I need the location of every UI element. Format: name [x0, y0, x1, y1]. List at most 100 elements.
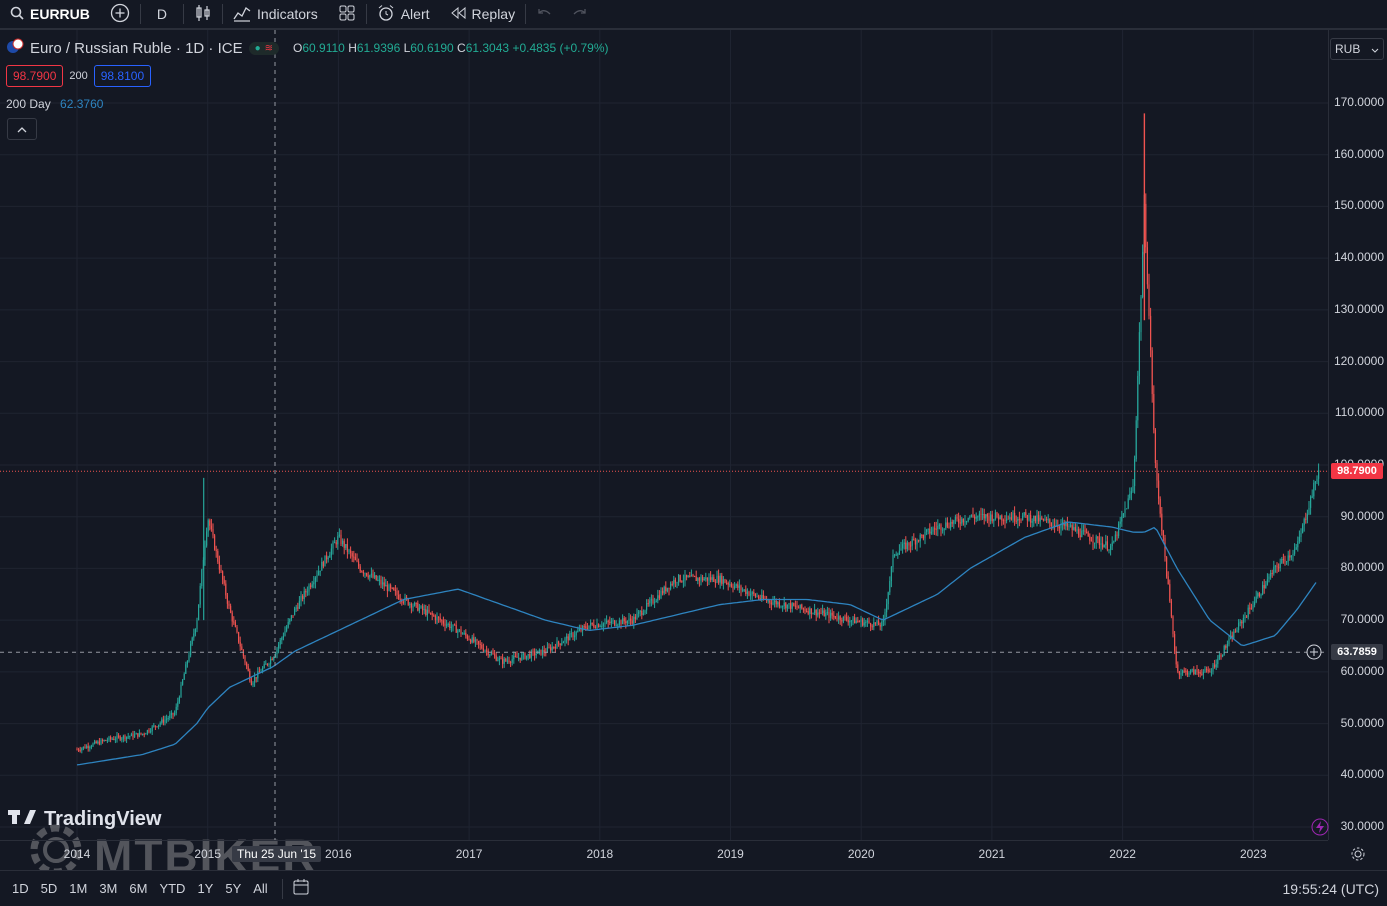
- candle-body: [612, 620, 614, 622]
- candle-body: [570, 633, 572, 635]
- chart-type-button[interactable]: [184, 0, 222, 28]
- candle-body: [743, 589, 745, 591]
- symbol-title[interactable]: Euro / Russian Ruble · 1D · ICE: [30, 39, 243, 57]
- ma-legend[interactable]: 200 Day 62.3760: [6, 97, 103, 111]
- candle-body: [1066, 522, 1068, 527]
- candle-body: [1250, 608, 1252, 610]
- candle-body: [583, 626, 585, 628]
- candle-body: [958, 518, 960, 523]
- candle-body: [556, 641, 558, 649]
- candle-body: [825, 612, 827, 617]
- range-button-3m[interactable]: 3M: [99, 881, 118, 896]
- candle-body: [1183, 670, 1185, 672]
- chart-pane[interactable]: [0, 30, 1328, 868]
- lightning-button[interactable]: [1311, 818, 1329, 836]
- candle-body: [858, 621, 860, 623]
- candle-body: [313, 582, 315, 585]
- date-range-button[interactable]: [291, 878, 311, 899]
- candle-body: [446, 624, 448, 626]
- candle-body: [1159, 498, 1161, 514]
- candle-body: [889, 581, 891, 593]
- candle-body: [884, 612, 886, 620]
- replay-button[interactable]: Replay: [440, 0, 526, 28]
- price-tick-label: 50.0000: [1340, 715, 1384, 730]
- range-button-6m[interactable]: 6M: [129, 881, 148, 896]
- buy-price[interactable]: 98.8100: [93, 65, 152, 87]
- time-tick-label: 2015: [194, 847, 222, 861]
- add-alert-plus-button[interactable]: [1306, 644, 1322, 660]
- candle-body: [434, 616, 436, 621]
- candle-body: [610, 621, 612, 624]
- symbol-search[interactable]: EURRUB: [0, 0, 100, 28]
- range-button-5y[interactable]: 5Y: [225, 881, 242, 896]
- price-axis[interactable]: 170.0000 160.0000 150.0000 140.0000 130.0000…: [1328, 30, 1387, 840]
- compare-button[interactable]: [100, 0, 140, 28]
- candle-body: [1132, 486, 1134, 492]
- candle-body: [983, 513, 985, 519]
- time-tick-label: 2014: [63, 847, 91, 861]
- candle-body: [414, 602, 416, 606]
- interval-button[interactable]: D: [141, 0, 183, 28]
- collapse-legend-button[interactable]: [7, 118, 37, 140]
- candle-body: [484, 650, 486, 652]
- currency-selector[interactable]: RUB: [1330, 38, 1384, 60]
- candle-body: [94, 741, 96, 744]
- candle-body: [465, 632, 467, 636]
- utc-clock[interactable]: 19:55:24 (UTC): [1282, 880, 1379, 897]
- interval-label: D: [156, 6, 168, 22]
- candle-body: [993, 518, 995, 522]
- candle-body: [353, 556, 355, 558]
- alert-button[interactable]: Alert: [367, 0, 440, 28]
- axis-settings-button[interactable]: [1350, 846, 1366, 867]
- candle-body: [694, 576, 696, 578]
- candle-body: [188, 655, 190, 662]
- redo-button[interactable]: [562, 0, 598, 28]
- market-status-badge[interactable]: ● ≋: [248, 41, 280, 55]
- candle-body: [1012, 512, 1014, 520]
- layouts-button[interactable]: [328, 0, 366, 28]
- candle-body: [626, 620, 628, 624]
- candle-body: [676, 582, 678, 584]
- range-button-1m[interactable]: 1M: [69, 881, 88, 896]
- candle-body: [503, 658, 505, 664]
- candle-body: [385, 585, 387, 587]
- sell-price[interactable]: 98.7900: [6, 65, 64, 87]
- candle-body: [690, 574, 692, 577]
- candle-body: [1124, 508, 1126, 514]
- range-button-1y[interactable]: 1Y: [197, 881, 214, 896]
- candle-body: [462, 633, 464, 635]
- undo-button[interactable]: [526, 0, 562, 28]
- candle-body: [442, 620, 444, 624]
- candle-body: [1266, 579, 1268, 585]
- time-axis[interactable]: 2014 2015 2016 2017 2018 2019 2020 2021 2022 2023…: [0, 840, 1328, 869]
- candle-body: [230, 605, 232, 613]
- candle-body: [998, 517, 1000, 520]
- candle-body: [686, 574, 688, 578]
- candle-body: [97, 741, 99, 744]
- tradingview-logo-icon: [8, 808, 38, 831]
- candle-body: [722, 579, 724, 584]
- candle-body: [650, 598, 652, 601]
- candle-body: [1228, 638, 1230, 645]
- candle-body: [420, 606, 422, 608]
- candle-body: [492, 653, 494, 655]
- indicators-button[interactable]: Indicators: [223, 0, 328, 28]
- candle-body: [991, 514, 993, 522]
- price-chart[interactable]: [0, 30, 1328, 840]
- candle-body: [518, 657, 520, 659]
- candle-body: [308, 585, 310, 592]
- candle-body: [798, 607, 800, 609]
- candle-body: [634, 616, 636, 620]
- range-button-all[interactable]: All: [253, 881, 268, 896]
- range-button-ytd[interactable]: YTD: [159, 881, 186, 896]
- candle-body: [1116, 534, 1118, 536]
- candle-body: [839, 616, 841, 621]
- candle-body: [154, 725, 156, 727]
- candle-body: [1060, 524, 1062, 529]
- candle-body: [719, 575, 721, 583]
- range-button-1d[interactable]: 1D: [12, 881, 29, 896]
- range-button-5d[interactable]: 5D: [40, 881, 58, 896]
- candle-body: [535, 653, 537, 656]
- candle-body: [78, 749, 80, 751]
- candle-body: [577, 630, 579, 632]
